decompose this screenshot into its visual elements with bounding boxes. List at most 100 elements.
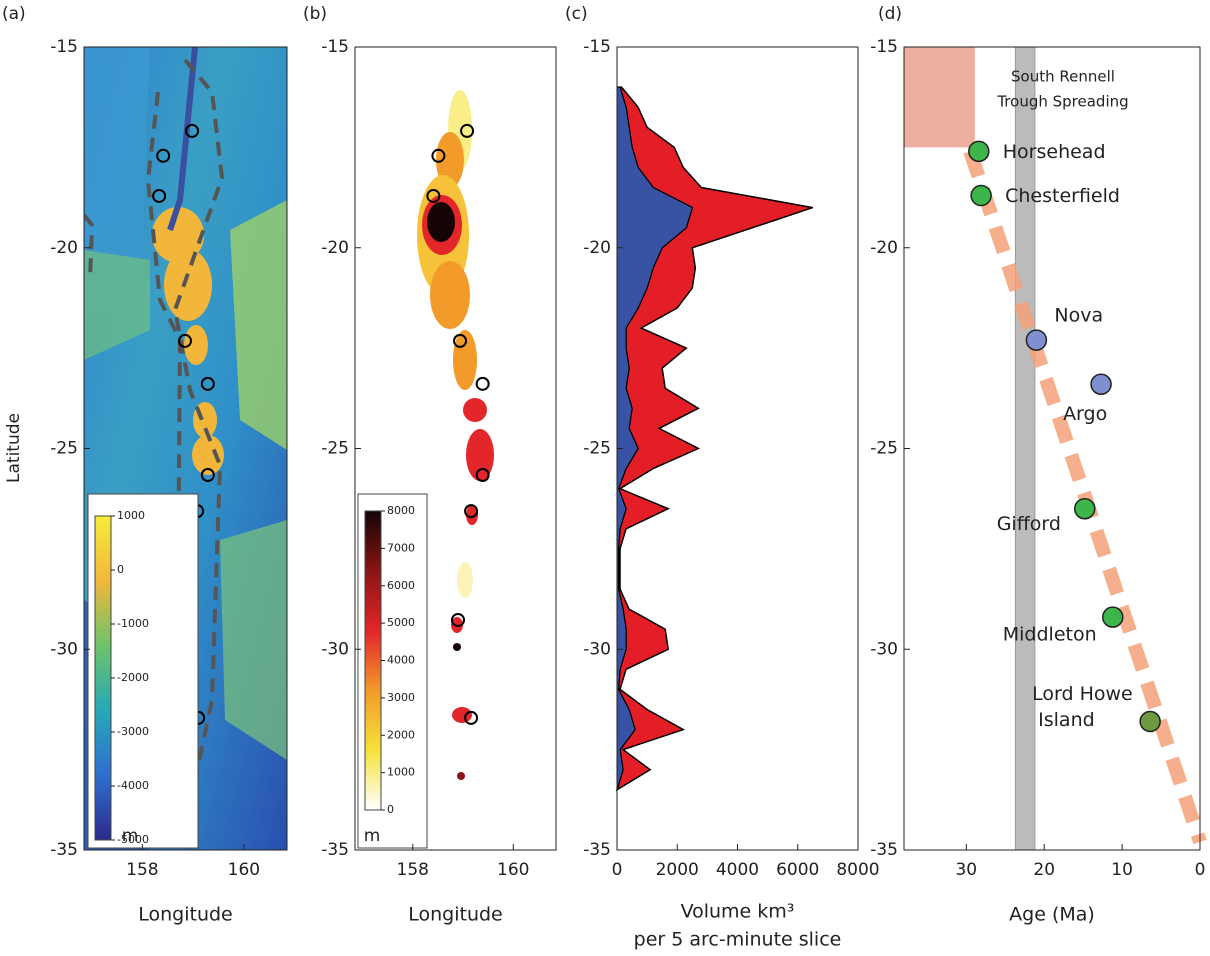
y-tick-label: -30 (321, 639, 349, 659)
y-tick-label: -15 (870, 37, 898, 57)
colorbar-tick-label: -4000 (117, 779, 149, 792)
seamount-label: Argo (1063, 403, 1107, 425)
seamount-point (1102, 606, 1124, 628)
x-tick-label: 8000 (836, 860, 879, 880)
area-blue (616, 86, 693, 790)
seamount (460, 123, 475, 138)
x-tick-label: 158 (126, 860, 158, 880)
y-tick-label: -25 (583, 439, 611, 459)
x-tick-label: 160 (497, 860, 529, 880)
spreading-box (904, 47, 975, 148)
seamount-label: Island (1038, 709, 1095, 731)
y-tick-label: -30 (50, 639, 78, 659)
seamount (200, 376, 215, 391)
seamount-point (970, 184, 992, 207)
colorbar-tick-label: -1000 (117, 617, 149, 630)
seamount-label: Gifford (997, 513, 1061, 535)
panel-label: (b) (303, 4, 327, 24)
seamount-label: Nova (1054, 305, 1103, 327)
y-tick-label: -35 (583, 840, 611, 860)
x-tick-label: 0 (612, 860, 623, 880)
x-tick-label: 160 (228, 860, 260, 880)
colorbar-tick-label: 4000 (387, 654, 415, 667)
colorbar-tick-label: -2000 (117, 671, 149, 684)
colorbar-tick-label: 8000 (387, 504, 415, 517)
x-tick-label: 20 (1033, 860, 1055, 880)
colorbar-unit: m (122, 826, 139, 846)
seamount-label: Chesterfield (1005, 185, 1120, 207)
colorbar-tick-label: 1000 (117, 509, 145, 522)
y-tick-label: -35 (50, 840, 78, 860)
y-tick-label: -30 (583, 639, 611, 659)
y-tick-label: -30 (870, 639, 898, 659)
panel-label: (d) (878, 4, 902, 24)
colorbar-tick-label: 0 (117, 563, 124, 576)
x-tick-label: 30 (955, 860, 977, 880)
x-tick-label: 6000 (776, 860, 819, 880)
y-tick-label: -15 (50, 37, 78, 57)
x-tick-label: 4000 (716, 860, 759, 880)
x-axis-label: per 5 arc-minute slice (634, 929, 842, 951)
colorbar-tick-label: 6000 (387, 579, 415, 592)
colorbar-tick-label: 0 (387, 803, 394, 816)
y-tick-label: -35 (321, 840, 349, 860)
colorbar-tick-label: 7000 (387, 541, 415, 554)
seamount-point (1139, 710, 1161, 733)
x-axis-label: Longitude (408, 904, 503, 926)
seamount (185, 123, 200, 138)
seamount (200, 467, 215, 482)
seamount (177, 333, 192, 348)
colorbar (364, 510, 382, 811)
colorbar-tick-label: 1000 (387, 766, 415, 779)
colorbar (94, 515, 112, 841)
x-axis-label: Volume km³ (681, 901, 795, 923)
seamount (453, 333, 468, 348)
seamount (464, 504, 479, 519)
colorbar-tick-label: -5000 (117, 833, 149, 846)
seamount (156, 148, 171, 163)
y-tick-label: -25 (50, 439, 78, 459)
seamount-point (1073, 497, 1096, 520)
y-axis-label: Latitude (4, 413, 24, 483)
x-tick-label: 158 (397, 860, 429, 880)
y-tick-label: -35 (870, 840, 898, 860)
x-axis-label: Age (Ma) (1009, 904, 1095, 926)
y-tick-label: -15 (321, 37, 349, 57)
y-tick-label: -25 (870, 439, 898, 459)
y-tick-label: -20 (321, 238, 349, 258)
seamount (464, 710, 479, 725)
spreading-label: Trough Spreading (996, 93, 1128, 111)
seamount-point (1090, 373, 1112, 396)
y-tick-label: -15 (583, 37, 611, 57)
seamount (152, 188, 167, 203)
seamount-label: Middleton (1003, 624, 1097, 646)
seamount-point (968, 140, 990, 163)
x-tick-label: 10 (1111, 860, 1133, 880)
panel-label: (a) (2, 4, 26, 24)
x-axis-label: Longitude (138, 904, 233, 926)
thickness-map (417, 90, 494, 780)
age-band (1014, 46, 1036, 851)
y-tick-label: -25 (321, 439, 349, 459)
seamount (475, 467, 490, 482)
seamount (451, 612, 466, 627)
seamount-point (1025, 329, 1048, 351)
x-tick-label: 2000 (656, 860, 699, 880)
panel-label: (c) (565, 4, 588, 24)
x-tick-label: 0 (1195, 860, 1206, 880)
spreading-label: South Rennell (1011, 68, 1115, 86)
colorbar-tick-label: 3000 (387, 691, 415, 704)
y-tick-label: -20 (583, 238, 611, 258)
seamount (426, 188, 441, 203)
seamount (475, 376, 490, 391)
colorbar-unit: m (364, 826, 381, 846)
colorbar-tick-label: 5000 (387, 616, 415, 629)
seamount (431, 148, 446, 163)
y-tick-label: -20 (50, 238, 78, 258)
seamount-label: Lord Howe (1032, 683, 1133, 705)
colorbar-tick-label: -3000 (117, 725, 149, 738)
seamount-label: Horsehead (1003, 141, 1106, 163)
y-tick-label: -20 (870, 238, 898, 258)
colorbar-tick-label: 2000 (387, 728, 415, 741)
